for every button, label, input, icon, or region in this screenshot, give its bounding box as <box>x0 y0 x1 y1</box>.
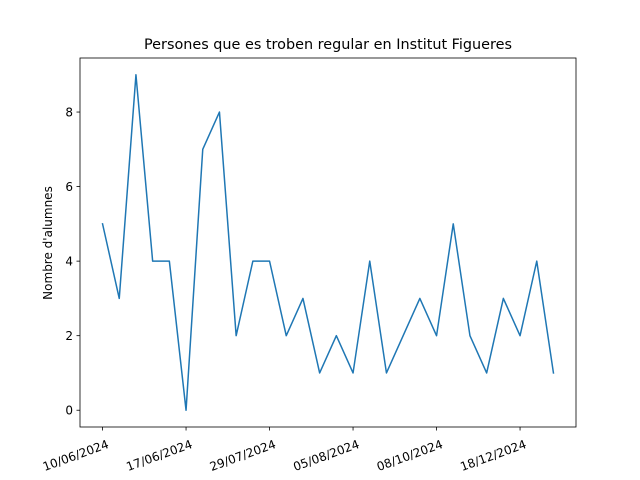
y-axis-label: Nombre d'alumnes <box>41 186 55 300</box>
plot-area: 0 2 4 6 8 10/06/2024 17/06/2024 29/07/2024 05/08… <box>41 57 577 474</box>
chart-title: Persones que es troben regular en Instit… <box>144 37 512 53</box>
x-tick-label: 29/07/2024 <box>208 437 278 474</box>
y-tick-label: 0 <box>65 404 73 418</box>
y-tick-label: 6 <box>65 180 73 194</box>
y-tick-label: 2 <box>65 329 73 343</box>
x-tick-label: 18/12/2024 <box>458 437 528 474</box>
y-tick-label: 4 <box>65 254 73 268</box>
x-tick-label: 08/10/2024 <box>375 437 445 474</box>
x-tick-label: 05/08/2024 <box>291 437 361 474</box>
series-line-0 <box>101 74 555 411</box>
x-tick-label: 10/06/2024 <box>41 437 111 474</box>
plot-frame <box>79 57 577 428</box>
x-tick-label: 17/06/2024 <box>124 437 194 474</box>
y-tick-label: 8 <box>65 105 73 119</box>
